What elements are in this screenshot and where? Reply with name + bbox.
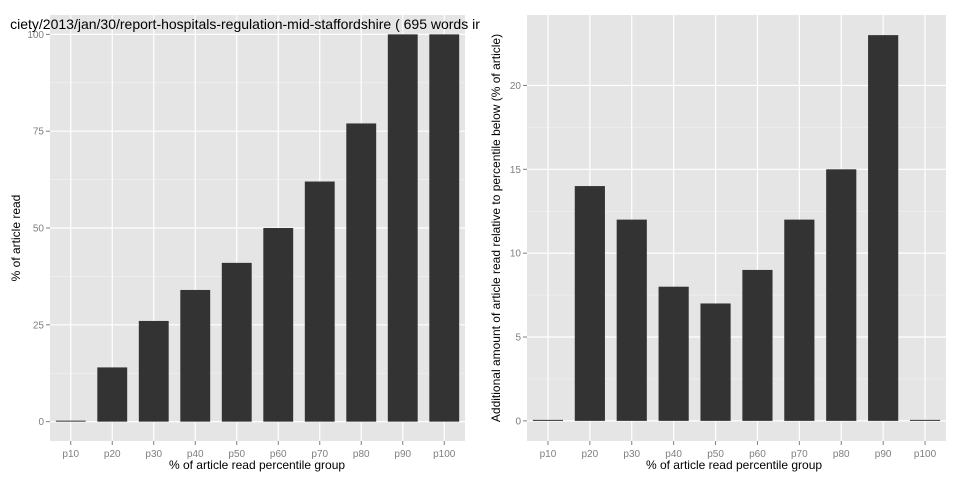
right-chart-x-tick-label: p10 (540, 449, 557, 460)
right-chart-bar (868, 35, 899, 421)
right-chart-bar (574, 186, 605, 421)
left-chart-x-tick-label: p70 (311, 449, 328, 460)
right-chart-bar (909, 419, 941, 421)
left-chart-y-tick-label: 25 (33, 320, 45, 331)
right-chart-bar (700, 303, 731, 421)
left-chart-y-tick-label: 100 (27, 30, 44, 41)
left-chart-ylabel: % of article read (9, 195, 23, 282)
left-chart-xlabel: % of article read percentile group (169, 458, 345, 472)
left-chart-bar (180, 289, 211, 422)
left-chart-y-tick-label: 0 (38, 417, 44, 428)
right-chart-x-tick-label: p30 (623, 449, 640, 460)
right-chart-x-tick-label: p100 (914, 449, 937, 460)
right-chart-ylabel: Additional amount of article read relati… (489, 34, 503, 422)
left-chart-bar (221, 262, 252, 422)
left-chart-bar (429, 34, 460, 422)
left-chart-bar (304, 181, 335, 422)
right-chart: Additional amount of article read relati… (489, 15, 946, 472)
right-chart-x-tick-label: p20 (582, 449, 599, 460)
right-chart-y-tick-label: 15 (510, 165, 522, 176)
right-chart-y-tick-label: 5 (515, 333, 521, 344)
left-chart-x-tick-label: p100 (433, 449, 456, 460)
left-chart-bar (97, 367, 128, 422)
left-chart-bar (138, 320, 169, 422)
right-chart-x-tick-label: p70 (791, 449, 808, 460)
left-chart-bar (387, 34, 418, 422)
right-chart-bar (616, 219, 647, 421)
right-chart-x-tick-label: p60 (749, 449, 766, 460)
right-chart-y-tick-label: 20 (510, 81, 522, 92)
right-chart-plot-area (527, 15, 946, 441)
left-chart-plot-area (50, 15, 465, 441)
left-chart-x-tick-label: p20 (104, 449, 121, 460)
left-chart-y-tick-label: 50 (33, 224, 45, 235)
left-chart-title: ciety/2013/jan/30/report-hospitals-regul… (10, 16, 480, 32)
left-chart-x-tick-label: p80 (353, 449, 370, 460)
left-chart-bar (346, 123, 377, 422)
left-chart-y-tick-label: 75 (33, 127, 45, 138)
right-chart-x-tick-label: p50 (707, 449, 724, 460)
right-chart-y-tick-label: 10 (510, 249, 522, 260)
right-chart-bar (784, 219, 815, 421)
left-chart-bar (55, 420, 86, 422)
right-chart-bar (826, 169, 857, 421)
right-chart-xlabel: % of article read percentile group (646, 458, 822, 472)
left-chart-x-tick-label: p60 (270, 449, 287, 460)
right-chart-x-tick-label: p40 (665, 449, 682, 460)
right-chart-bar (532, 419, 564, 421)
right-chart-y-tick-label: 0 (515, 416, 521, 427)
left-chart: ciety/2013/jan/30/report-hospitals-regul… (9, 15, 480, 472)
left-chart-x-tick-label: p90 (394, 449, 411, 460)
right-chart-x-tick-label: p90 (875, 449, 892, 460)
right-chart-bar (658, 286, 689, 421)
left-chart-bar (263, 228, 294, 422)
left-chart-x-tick-label: p50 (228, 449, 245, 460)
left-chart-x-tick-label: p10 (62, 449, 79, 460)
left-chart-x-tick-label: p40 (187, 449, 204, 460)
left-chart-x-tick-label: p30 (145, 449, 162, 460)
right-chart-bar (742, 269, 773, 421)
right-chart-x-tick-label: p80 (833, 449, 850, 460)
